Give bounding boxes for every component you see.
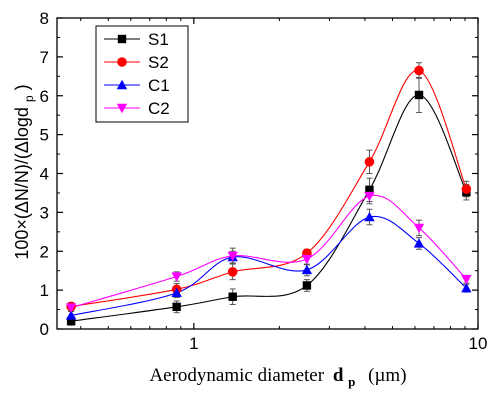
y-axis-label-main: 100×(ΔN/N)/(Δlogd (12, 107, 32, 260)
series-line-c1 (71, 215, 467, 316)
x-axis-label-variable: d (333, 365, 344, 386)
data-point-s2 (227, 267, 238, 277)
legend-marker (116, 79, 128, 90)
data-point-s1 (302, 281, 312, 290)
legend-marker (116, 103, 128, 114)
legend-marker (117, 34, 127, 44)
data-point-c2 (364, 191, 375, 202)
y-tick-label: 5 (40, 126, 49, 145)
x-axis-label: Aerodynamic diameter d p (µm) (149, 365, 406, 390)
y-tick-label: 8 (40, 9, 49, 28)
data-point-s1 (414, 90, 424, 100)
legend-item-s1: S1 (104, 30, 169, 49)
legend-label: S1 (148, 30, 169, 49)
data-point-s1 (365, 185, 374, 195)
x-tick-label: 10 (469, 334, 488, 353)
y-axis-label-close: ) (12, 84, 32, 90)
legend-label: C1 (148, 76, 170, 95)
data-point-c1 (364, 211, 375, 222)
data-point-c2 (461, 275, 472, 285)
x-axis-label-subscript: p (348, 374, 355, 389)
y-tick-label: 3 (40, 203, 49, 222)
x-axis-label-prefix: Aerodynamic diameter (149, 365, 324, 386)
y-axis-label-subscript: p (22, 95, 36, 102)
y-tick-label: 0 (40, 320, 49, 339)
data-markers (65, 65, 472, 326)
x-axis-ticks: 1 10 (80, 18, 488, 353)
data-point-c2 (65, 303, 77, 313)
x-axis-label-unit: (µm) (368, 365, 406, 386)
data-point-c2 (413, 223, 425, 234)
data-point-s2 (461, 184, 472, 194)
data-point-s2 (414, 65, 424, 76)
series-line-c2 (70, 194, 467, 309)
series-line-s1 (71, 94, 467, 322)
data-point-c2 (301, 254, 313, 265)
y-axis-label: 100×(ΔN/N)/(Δlogd p ) (12, 84, 37, 259)
data-point-c1 (461, 282, 472, 293)
data-point-s1 (172, 302, 181, 312)
legend-label: S2 (148, 53, 169, 72)
data-point-s1 (66, 317, 76, 326)
data-point-c2 (227, 251, 238, 262)
y-axis-ticks: 0 1 2 3 4 5 6 7 8 (40, 9, 478, 339)
data-point-s1 (228, 292, 237, 301)
data-point-c1 (171, 287, 182, 298)
legend-box (95, 25, 189, 123)
legend-item-c1: C1 (104, 76, 170, 95)
legend-label: C2 (148, 99, 170, 118)
legend: S1 S2 C1 C2 (95, 25, 189, 123)
x-tick-label: 1 (189, 334, 198, 353)
data-point-c1 (301, 264, 313, 275)
data-point-c1 (413, 238, 425, 248)
legend-marker (117, 57, 127, 67)
y-tick-label: 2 (40, 242, 49, 261)
data-point-s2 (364, 157, 375, 167)
y-tick-label: 1 (40, 281, 49, 300)
data-point-c1 (65, 310, 77, 320)
y-tick-label: 7 (40, 48, 49, 67)
y-tick-label: 6 (40, 87, 49, 106)
y-tick-label: 4 (40, 165, 49, 184)
legend-item-s2: S2 (104, 53, 169, 72)
data-point-c2 (171, 272, 182, 282)
legend-item-c2: C2 (104, 99, 170, 118)
